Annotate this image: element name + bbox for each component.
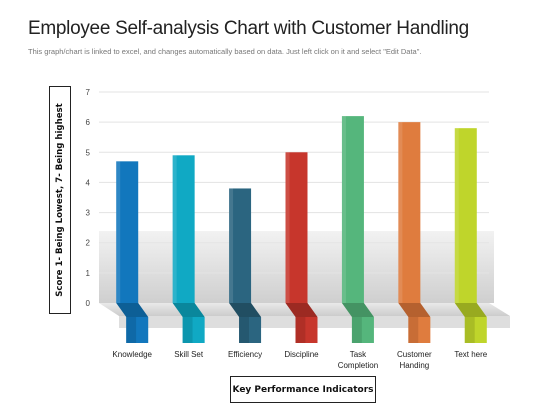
y-tick-label: 3: [86, 209, 91, 218]
y-tick-label: 1: [86, 269, 91, 278]
bar-shadow: [229, 303, 262, 317]
bar-group: [116, 161, 149, 343]
chart-subtitle: This graph/chart is linked to excel, and…: [28, 47, 422, 56]
bar-shadow: [285, 303, 318, 317]
bar-group: [341, 116, 374, 343]
bar: [398, 122, 421, 304]
category-label: Customer Handing: [397, 350, 432, 370]
x-axis-label: Key Performance Indicators: [232, 384, 374, 395]
x-axis-label-box: Key Performance Indicators: [230, 376, 376, 403]
y-tick-label: 4: [86, 178, 91, 187]
bar: [229, 188, 252, 303]
bar-shadow: [172, 303, 205, 317]
bar-group: [285, 152, 318, 343]
category-label: Skill Set: [174, 350, 204, 359]
bar-group: [229, 188, 262, 343]
bar-highlight: [341, 116, 346, 303]
bar-highlight: [454, 128, 459, 303]
category-label: Knowledge: [112, 350, 152, 359]
category-label: Efficiency: [228, 350, 262, 359]
bar-base-shade: [295, 317, 306, 343]
y-tick-label: 5: [86, 148, 91, 157]
bar-shadow: [454, 303, 487, 317]
bar-highlight: [398, 122, 403, 304]
y-tick-label: 6: [86, 118, 91, 127]
bar-base-shade: [408, 317, 419, 343]
bar-base-shade: [126, 317, 137, 343]
bar-highlight: [229, 188, 234, 303]
bar: [341, 116, 364, 303]
bar-base-shade: [182, 317, 193, 343]
bar: [454, 128, 477, 303]
category-labels: Knowledge Skill Set Efficiency Discipline Ta…: [112, 350, 487, 370]
bar-base-shade: [464, 317, 475, 343]
bar-group: [454, 128, 487, 343]
bar: [172, 155, 195, 303]
category-label: Task Completion: [338, 350, 378, 370]
bar-highlight: [172, 155, 177, 303]
bar-base-shade: [351, 317, 362, 343]
y-tick-label: 0: [86, 299, 91, 308]
bar-base-shade: [239, 317, 249, 343]
y-axis-label-box: [49, 86, 71, 314]
y-tick-label: 2: [86, 239, 91, 248]
bar: [285, 152, 308, 303]
bar-shadow: [341, 303, 374, 317]
bars: [116, 116, 487, 343]
bar-group: [172, 155, 205, 343]
category-label: Text here: [454, 350, 487, 359]
y-axis-label: Score 1- Being Lowest, 7- Being highest: [55, 103, 65, 297]
bar: [116, 161, 139, 303]
category-label: Discipline: [284, 350, 319, 359]
chart-title: Employee Self-analysis Chart with Custom…: [28, 18, 469, 39]
bar-shadow: [398, 303, 431, 317]
bar-highlight: [116, 161, 121, 303]
y-tick-label: 7: [86, 88, 91, 97]
y-tick-labels: 0 1 2 3 4 5 6 7: [86, 88, 91, 308]
bar-highlight: [285, 152, 290, 303]
bar-shadow: [116, 303, 149, 317]
bar-group: [398, 122, 431, 343]
